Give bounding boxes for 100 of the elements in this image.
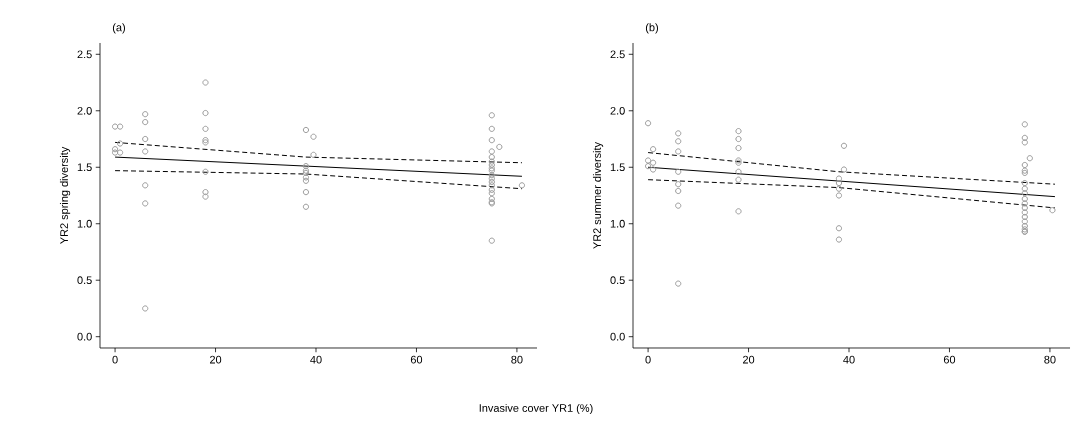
point — [202, 109, 209, 117]
point — [142, 118, 149, 126]
point — [650, 166, 657, 173]
point — [675, 187, 682, 195]
point — [835, 185, 843, 192]
point — [1021, 139, 1028, 146]
point — [488, 175, 495, 182]
point — [675, 168, 682, 175]
y-tick-label: 1.0 — [77, 219, 92, 228]
point — [840, 166, 848, 173]
y-tick-label: 1.0 — [610, 219, 625, 228]
point — [488, 137, 495, 144]
point — [835, 179, 843, 187]
point — [202, 189, 209, 196]
point — [675, 280, 682, 287]
point — [142, 148, 149, 155]
point — [650, 159, 657, 166]
x-tick-label: 0 — [112, 355, 118, 364]
x-tick-label: 40 — [843, 355, 855, 364]
point — [735, 208, 742, 215]
point — [202, 125, 209, 132]
point — [202, 79, 209, 86]
point — [675, 130, 682, 137]
point — [835, 175, 843, 182]
point — [488, 190, 495, 197]
point — [488, 237, 495, 244]
x-tick-label: 20 — [209, 355, 222, 364]
point — [735, 176, 742, 183]
point — [111, 123, 119, 130]
point — [111, 149, 119, 156]
point — [302, 163, 310, 170]
point — [675, 181, 682, 188]
point — [488, 186, 495, 193]
x-tick-label: 60 — [943, 355, 956, 364]
y-axis-title: YR2 summer diversity — [592, 141, 604, 249]
point — [1021, 179, 1028, 187]
x-tick-label: 0 — [645, 355, 651, 364]
x-tick-label: 20 — [742, 355, 755, 364]
point — [735, 168, 742, 175]
point — [142, 305, 149, 312]
point — [835, 236, 843, 243]
point — [1021, 134, 1028, 141]
y-tick-label: 0.0 — [610, 332, 625, 341]
y-tick-label: 0.0 — [77, 332, 92, 341]
point — [302, 174, 310, 181]
point — [735, 128, 742, 135]
x-tick-label: 60 — [410, 355, 423, 364]
point — [117, 123, 124, 130]
point — [1021, 213, 1028, 221]
point — [117, 140, 124, 147]
y-tick-label: 0.5 — [77, 276, 92, 285]
point — [675, 148, 682, 155]
point — [142, 135, 149, 143]
y-tick-label: 2.5 — [610, 50, 625, 59]
point — [835, 192, 843, 199]
chart-title: (a) — [112, 23, 125, 34]
point — [488, 178, 495, 186]
point — [518, 182, 526, 189]
point — [1021, 204, 1028, 212]
y-tick-label: 2.0 — [610, 106, 625, 115]
point — [835, 225, 843, 232]
point — [488, 182, 495, 189]
point — [1021, 200, 1028, 207]
point — [488, 125, 495, 132]
y-tick-label: 1.5 — [610, 163, 625, 172]
point — [302, 203, 310, 210]
y-axis-title: YR2 spring diversity — [59, 146, 71, 244]
point — [675, 138, 682, 145]
point — [111, 146, 119, 153]
chart-title: (b) — [645, 23, 658, 34]
point — [735, 135, 742, 143]
y-tick-label: 2.0 — [77, 106, 92, 115]
point — [142, 111, 149, 118]
point — [1021, 218, 1028, 225]
y-tick-label: 2.5 — [77, 50, 92, 59]
point — [302, 177, 310, 184]
y-tick-label: 0.5 — [610, 276, 625, 285]
point — [202, 168, 209, 175]
point — [735, 144, 742, 152]
point — [488, 148, 495, 155]
point — [1021, 190, 1028, 197]
point — [142, 182, 149, 189]
point — [650, 146, 657, 153]
point — [310, 151, 317, 158]
point — [1021, 185, 1028, 192]
point — [310, 133, 317, 140]
point — [644, 120, 652, 127]
x-tick-label: 80 — [1044, 355, 1056, 364]
point — [488, 158, 495, 165]
point — [644, 157, 652, 164]
point — [202, 193, 209, 200]
point — [488, 112, 495, 119]
point — [1021, 195, 1028, 202]
x-tick-label: 40 — [310, 355, 322, 364]
point — [840, 142, 848, 149]
y-tick-label: 1.5 — [77, 163, 92, 172]
point — [302, 189, 310, 196]
point — [1021, 161, 1028, 169]
point — [302, 126, 310, 134]
point — [675, 202, 682, 209]
